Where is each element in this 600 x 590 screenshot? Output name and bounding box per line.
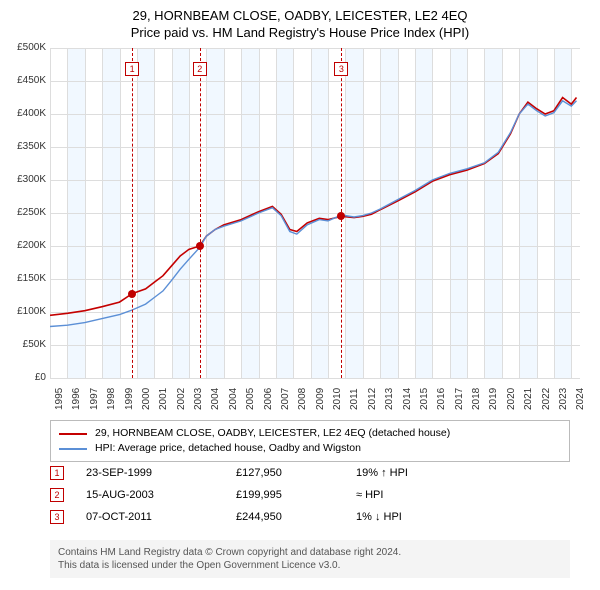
sale-date: 23-SEP-1999 (86, 467, 236, 479)
x-tick-label: 2012 (367, 388, 378, 410)
x-tick-label: 2017 (454, 388, 465, 410)
footer-line: This data is licensed under the Open Gov… (58, 559, 562, 572)
legend-item: 29, HORNBEAM CLOSE, OADBY, LEICESTER, LE… (59, 426, 561, 441)
chart-area: £0£50K£100K£150K£200K£250K£300K£350K£400… (50, 48, 580, 408)
x-tick-label: 2000 (141, 388, 152, 410)
x-tick-label: 2011 (349, 388, 360, 410)
x-tick-label: 2013 (384, 388, 395, 410)
chart-container: 29, HORNBEAM CLOSE, OADBY, LEICESTER, LE… (0, 0, 600, 590)
x-tick-label: 2010 (332, 388, 343, 410)
attribution-footer: Contains HM Land Registry data © Crown c… (50, 540, 570, 578)
y-tick-label: £0 (2, 372, 46, 383)
sale-date: 07-OCT-2011 (86, 511, 236, 523)
y-tick-label: £100K (2, 306, 46, 317)
x-tick-label: 2004 (210, 388, 221, 410)
line-svg (50, 48, 580, 378)
marker-badge: 3 (50, 510, 64, 524)
x-tick-label: 2006 (263, 388, 274, 410)
sale-price: £199,995 (236, 489, 356, 501)
x-tick-label: 1996 (71, 388, 82, 410)
y-tick-label: £350K (2, 141, 46, 152)
y-tick-label: £250K (2, 207, 46, 218)
x-tick-label: 2019 (488, 388, 499, 410)
x-tick-label: 2008 (297, 388, 308, 410)
y-tick-label: £300K (2, 174, 46, 185)
sale-delta: 1% ↓ HPI (356, 511, 476, 523)
sale-dot (337, 212, 345, 220)
legend-label: HPI: Average price, detached house, Oadb… (95, 441, 361, 456)
x-tick-label: 2002 (176, 388, 187, 410)
x-tick-label: 1995 (54, 388, 65, 410)
title-address: 29, HORNBEAM CLOSE, OADBY, LEICESTER, LE… (0, 8, 600, 23)
y-tick-label: £150K (2, 273, 46, 284)
x-tick-label: 1997 (89, 388, 100, 410)
marker-badge: 2 (50, 488, 64, 502)
plot-region: £0£50K£100K£150K£200K£250K£300K£350K£400… (50, 48, 580, 378)
x-tick-label: 1999 (124, 388, 135, 410)
x-tick-label: 2021 (523, 388, 534, 410)
marker-box: 2 (193, 62, 207, 76)
x-tick-label: 2016 (436, 388, 447, 410)
x-tick-label: 2007 (280, 388, 291, 410)
x-tick-label: 2005 (245, 388, 256, 410)
legend: 29, HORNBEAM CLOSE, OADBY, LEICESTER, LE… (50, 420, 570, 462)
series-property (50, 98, 577, 316)
x-tick-label: 2024 (575, 388, 586, 410)
marker-box: 3 (334, 62, 348, 76)
sales-row: 2 15-AUG-2003 £199,995 ≈ HPI (50, 484, 476, 506)
x-tick-label: 2022 (541, 388, 552, 410)
sale-dot (128, 290, 136, 298)
x-tick-label: 2020 (506, 388, 517, 410)
sale-delta: 19% ↑ HPI (356, 467, 476, 479)
sale-dot (196, 242, 204, 250)
sales-row: 1 23-SEP-1999 £127,950 19% ↑ HPI (50, 462, 476, 484)
marker-box: 1 (125, 62, 139, 76)
x-tick-label: 2014 (402, 388, 413, 410)
title-subtitle: Price paid vs. HM Land Registry's House … (0, 25, 600, 40)
x-tick-label: 2004 (228, 388, 239, 410)
y-tick-label: £500K (2, 42, 46, 53)
y-tick-label: £200K (2, 240, 46, 251)
x-tick-label: 2001 (158, 388, 169, 410)
legend-item: HPI: Average price, detached house, Oadb… (59, 441, 561, 456)
x-tick-label: 2003 (193, 388, 204, 410)
footer-line: Contains HM Land Registry data © Crown c… (58, 546, 562, 559)
y-tick-label: £450K (2, 75, 46, 86)
x-tick-label: 2015 (419, 388, 430, 410)
legend-swatch (59, 433, 87, 435)
x-tick-label: 2023 (558, 388, 569, 410)
sale-price: £127,950 (236, 467, 356, 479)
sale-delta: ≈ HPI (356, 489, 476, 501)
sales-table: 1 23-SEP-1999 £127,950 19% ↑ HPI 2 15-AU… (50, 462, 476, 528)
sale-date: 15-AUG-2003 (86, 489, 236, 501)
legend-swatch (59, 448, 87, 450)
legend-label: 29, HORNBEAM CLOSE, OADBY, LEICESTER, LE… (95, 426, 450, 441)
title-block: 29, HORNBEAM CLOSE, OADBY, LEICESTER, LE… (0, 0, 600, 44)
x-tick-label: 2018 (471, 388, 482, 410)
y-tick-label: £50K (2, 339, 46, 350)
sales-row: 3 07-OCT-2011 £244,950 1% ↓ HPI (50, 506, 476, 528)
x-tick-label: 1998 (106, 388, 117, 410)
x-tick-label: 2009 (315, 388, 326, 410)
marker-badge: 1 (50, 466, 64, 480)
sale-price: £244,950 (236, 511, 356, 523)
y-tick-label: £400K (2, 108, 46, 119)
